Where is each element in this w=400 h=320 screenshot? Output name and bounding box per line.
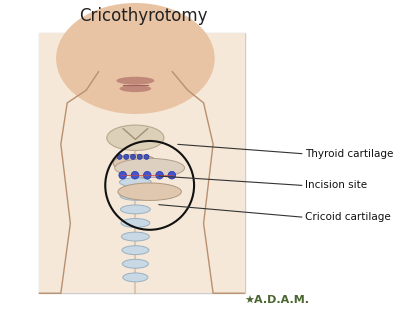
Ellipse shape — [56, 3, 215, 114]
Ellipse shape — [113, 155, 158, 172]
Ellipse shape — [122, 259, 148, 268]
Circle shape — [117, 154, 122, 159]
Circle shape — [124, 154, 129, 159]
Circle shape — [144, 172, 151, 179]
Text: ★A.D.A.M.: ★A.D.A.M. — [244, 295, 309, 305]
Ellipse shape — [122, 246, 149, 255]
Text: Thyroid cartilage: Thyroid cartilage — [305, 149, 394, 159]
Text: Cricoid cartilage: Cricoid cartilage — [305, 212, 391, 222]
Ellipse shape — [121, 219, 150, 228]
Circle shape — [130, 154, 136, 159]
Circle shape — [168, 172, 176, 179]
Circle shape — [131, 172, 139, 179]
Ellipse shape — [116, 77, 154, 85]
Ellipse shape — [118, 183, 181, 200]
Circle shape — [156, 172, 163, 179]
Text: Incision site: Incision site — [305, 180, 367, 190]
Ellipse shape — [123, 273, 148, 282]
FancyBboxPatch shape — [39, 33, 245, 293]
Text: Cricothyrotomy: Cricothyrotomy — [79, 7, 208, 25]
Ellipse shape — [120, 178, 151, 187]
Ellipse shape — [120, 85, 151, 92]
Circle shape — [119, 172, 126, 179]
Ellipse shape — [120, 205, 150, 214]
Circle shape — [137, 154, 142, 159]
Polygon shape — [39, 33, 245, 293]
Circle shape — [144, 154, 149, 159]
Ellipse shape — [120, 191, 151, 200]
Ellipse shape — [107, 125, 164, 150]
Ellipse shape — [115, 158, 184, 178]
Ellipse shape — [122, 232, 149, 241]
